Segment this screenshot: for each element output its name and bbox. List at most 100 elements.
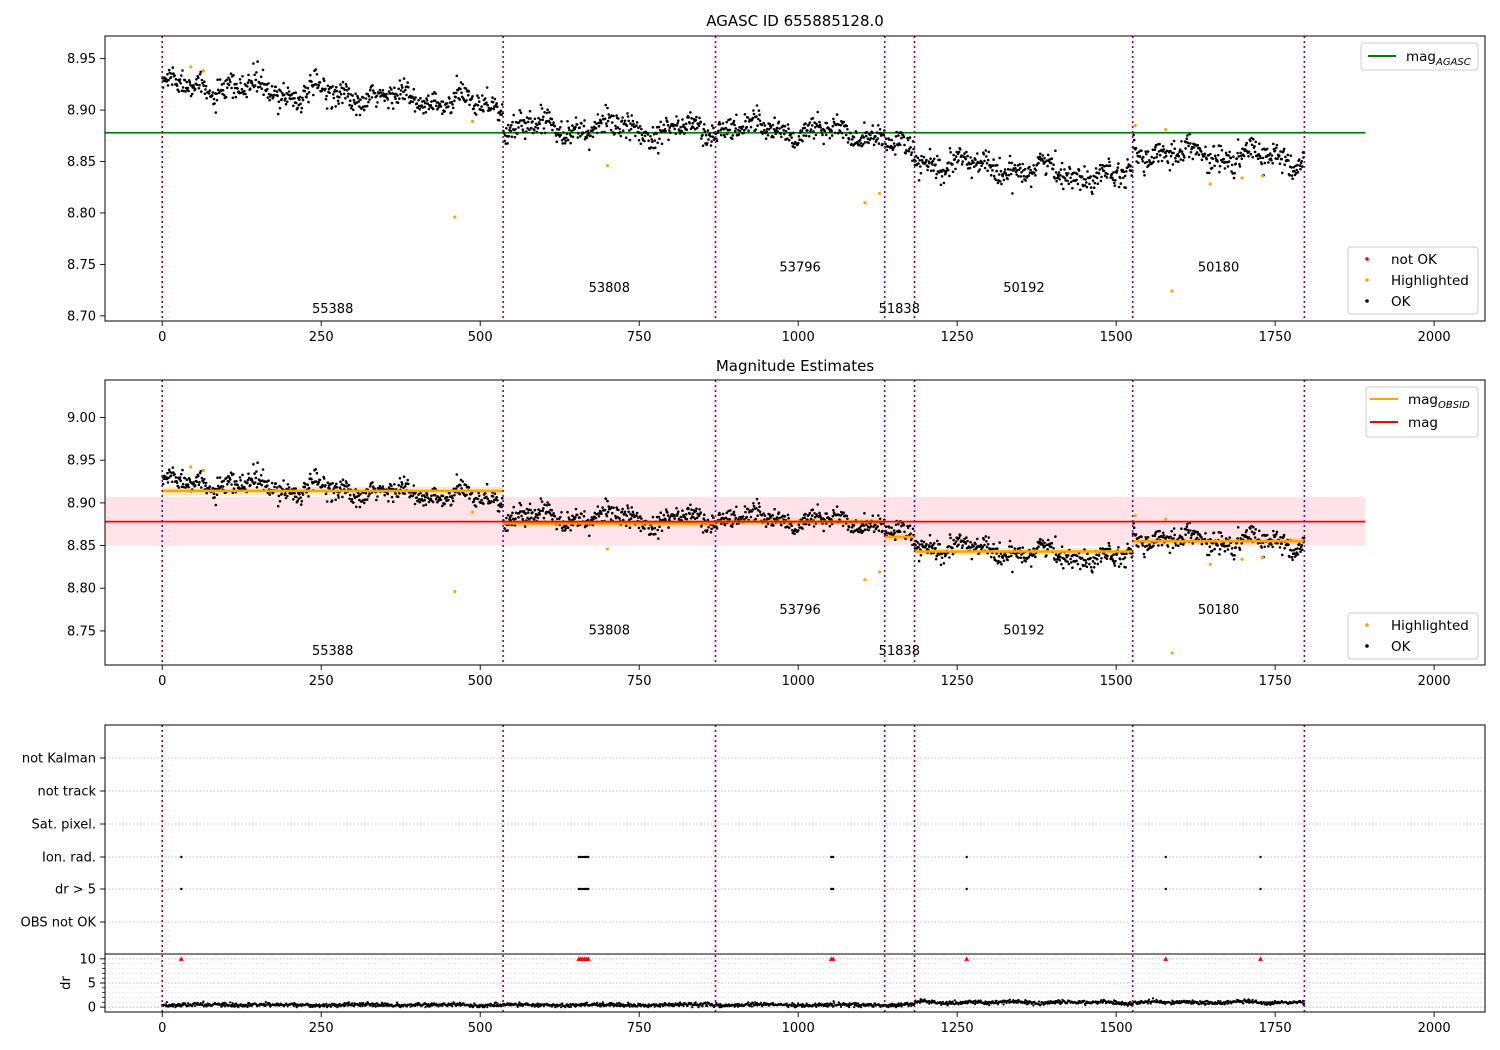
ok-point — [918, 543, 921, 546]
ok-point — [200, 476, 204, 480]
ok-point — [559, 515, 562, 519]
ok-point — [1166, 545, 1170, 548]
ok-point — [531, 511, 534, 514]
ok-point — [424, 101, 427, 105]
ok-point — [520, 124, 523, 128]
ok-point — [1187, 531, 1190, 534]
ok-point — [459, 484, 462, 487]
ok-point — [629, 512, 632, 516]
ok-point — [1172, 527, 1176, 530]
ok-point — [659, 511, 662, 514]
ok-point — [1180, 140, 1183, 143]
ok-point — [510, 135, 514, 138]
ok-point — [1100, 166, 1104, 170]
ok-point — [476, 94, 479, 97]
ok-point — [506, 513, 510, 517]
ok-point — [890, 138, 893, 142]
ok-point — [755, 507, 758, 510]
ok-point — [322, 79, 326, 82]
ok-point — [825, 121, 829, 125]
ok-point — [1108, 164, 1112, 167]
ok-point — [425, 97, 428, 100]
ok-point — [1298, 542, 1301, 546]
ok-point — [1171, 163, 1175, 166]
ok-point — [623, 119, 627, 123]
ok-point — [1287, 543, 1290, 546]
ok-point — [1254, 140, 1257, 144]
ok-point — [684, 122, 688, 126]
ok-point — [802, 522, 805, 526]
ok-point — [519, 111, 523, 114]
flag-point — [1259, 855, 1262, 859]
ok-point — [1011, 192, 1014, 195]
ok-point — [710, 124, 714, 127]
ok-point — [516, 132, 519, 135]
ok-point — [744, 510, 747, 514]
ok-point — [876, 525, 879, 528]
ok-point — [381, 485, 385, 488]
ok-point — [809, 130, 812, 134]
ok-point — [1029, 168, 1032, 172]
ok-point — [1076, 562, 1080, 566]
highlighted-point — [470, 119, 475, 123]
ok-point — [468, 497, 471, 500]
ok-point — [772, 128, 776, 131]
ok-point — [589, 134, 592, 137]
ok-point — [1231, 172, 1234, 175]
legend-label: OK — [1391, 294, 1412, 310]
dr-point — [560, 1006, 563, 1009]
ok-point — [732, 119, 736, 123]
highlighted-point — [1164, 517, 1168, 521]
ok-point — [801, 139, 804, 143]
ok-point — [272, 93, 276, 97]
ok-point — [1258, 142, 1261, 145]
ok-point — [1045, 554, 1048, 557]
dr-point — [371, 1005, 374, 1008]
dr-point — [639, 1002, 642, 1006]
ok-point — [1251, 155, 1254, 159]
ok-point — [341, 101, 344, 105]
ok-point — [780, 135, 783, 139]
ok-point — [1153, 148, 1157, 152]
ok-point — [1203, 152, 1207, 156]
ok-point — [445, 102, 449, 105]
ok-point — [778, 516, 781, 520]
ok-point — [276, 504, 280, 508]
ok-point — [821, 133, 824, 137]
ok-point — [1091, 560, 1095, 563]
ok-point — [472, 500, 476, 503]
ok-point — [259, 474, 263, 477]
ok-point — [751, 116, 755, 120]
ok-point — [431, 92, 434, 96]
chart0-xtick-label: 1500 — [1100, 330, 1133, 345]
ok-point — [1138, 155, 1142, 158]
ok-point — [258, 85, 262, 89]
ok-point — [367, 100, 370, 104]
ok-point — [1039, 537, 1042, 541]
ok-point — [695, 115, 698, 119]
flag-category-label: not track — [37, 785, 96, 800]
ok-point — [624, 524, 628, 528]
ok-point — [439, 105, 443, 108]
ok-point — [304, 86, 307, 89]
ok-point — [533, 508, 537, 512]
ok-point — [1013, 163, 1017, 167]
ok-point — [932, 542, 936, 545]
dr-point — [365, 1004, 368, 1007]
ok-point — [729, 509, 732, 512]
ok-point — [171, 66, 175, 69]
ok-point — [493, 97, 497, 101]
ok-point — [831, 514, 835, 518]
ok-point — [1252, 138, 1255, 141]
ok-point — [411, 494, 414, 498]
ok-point — [1125, 170, 1128, 173]
ok-point — [746, 116, 750, 119]
ok-point — [787, 138, 791, 142]
ok-point — [347, 87, 351, 90]
chart-title: AGASC ID 655885128.0 — [706, 12, 884, 30]
ok-point — [745, 125, 748, 129]
dr-point — [627, 1003, 630, 1006]
flag-point — [585, 887, 588, 891]
ok-point — [228, 78, 231, 82]
ok-point — [413, 98, 416, 101]
